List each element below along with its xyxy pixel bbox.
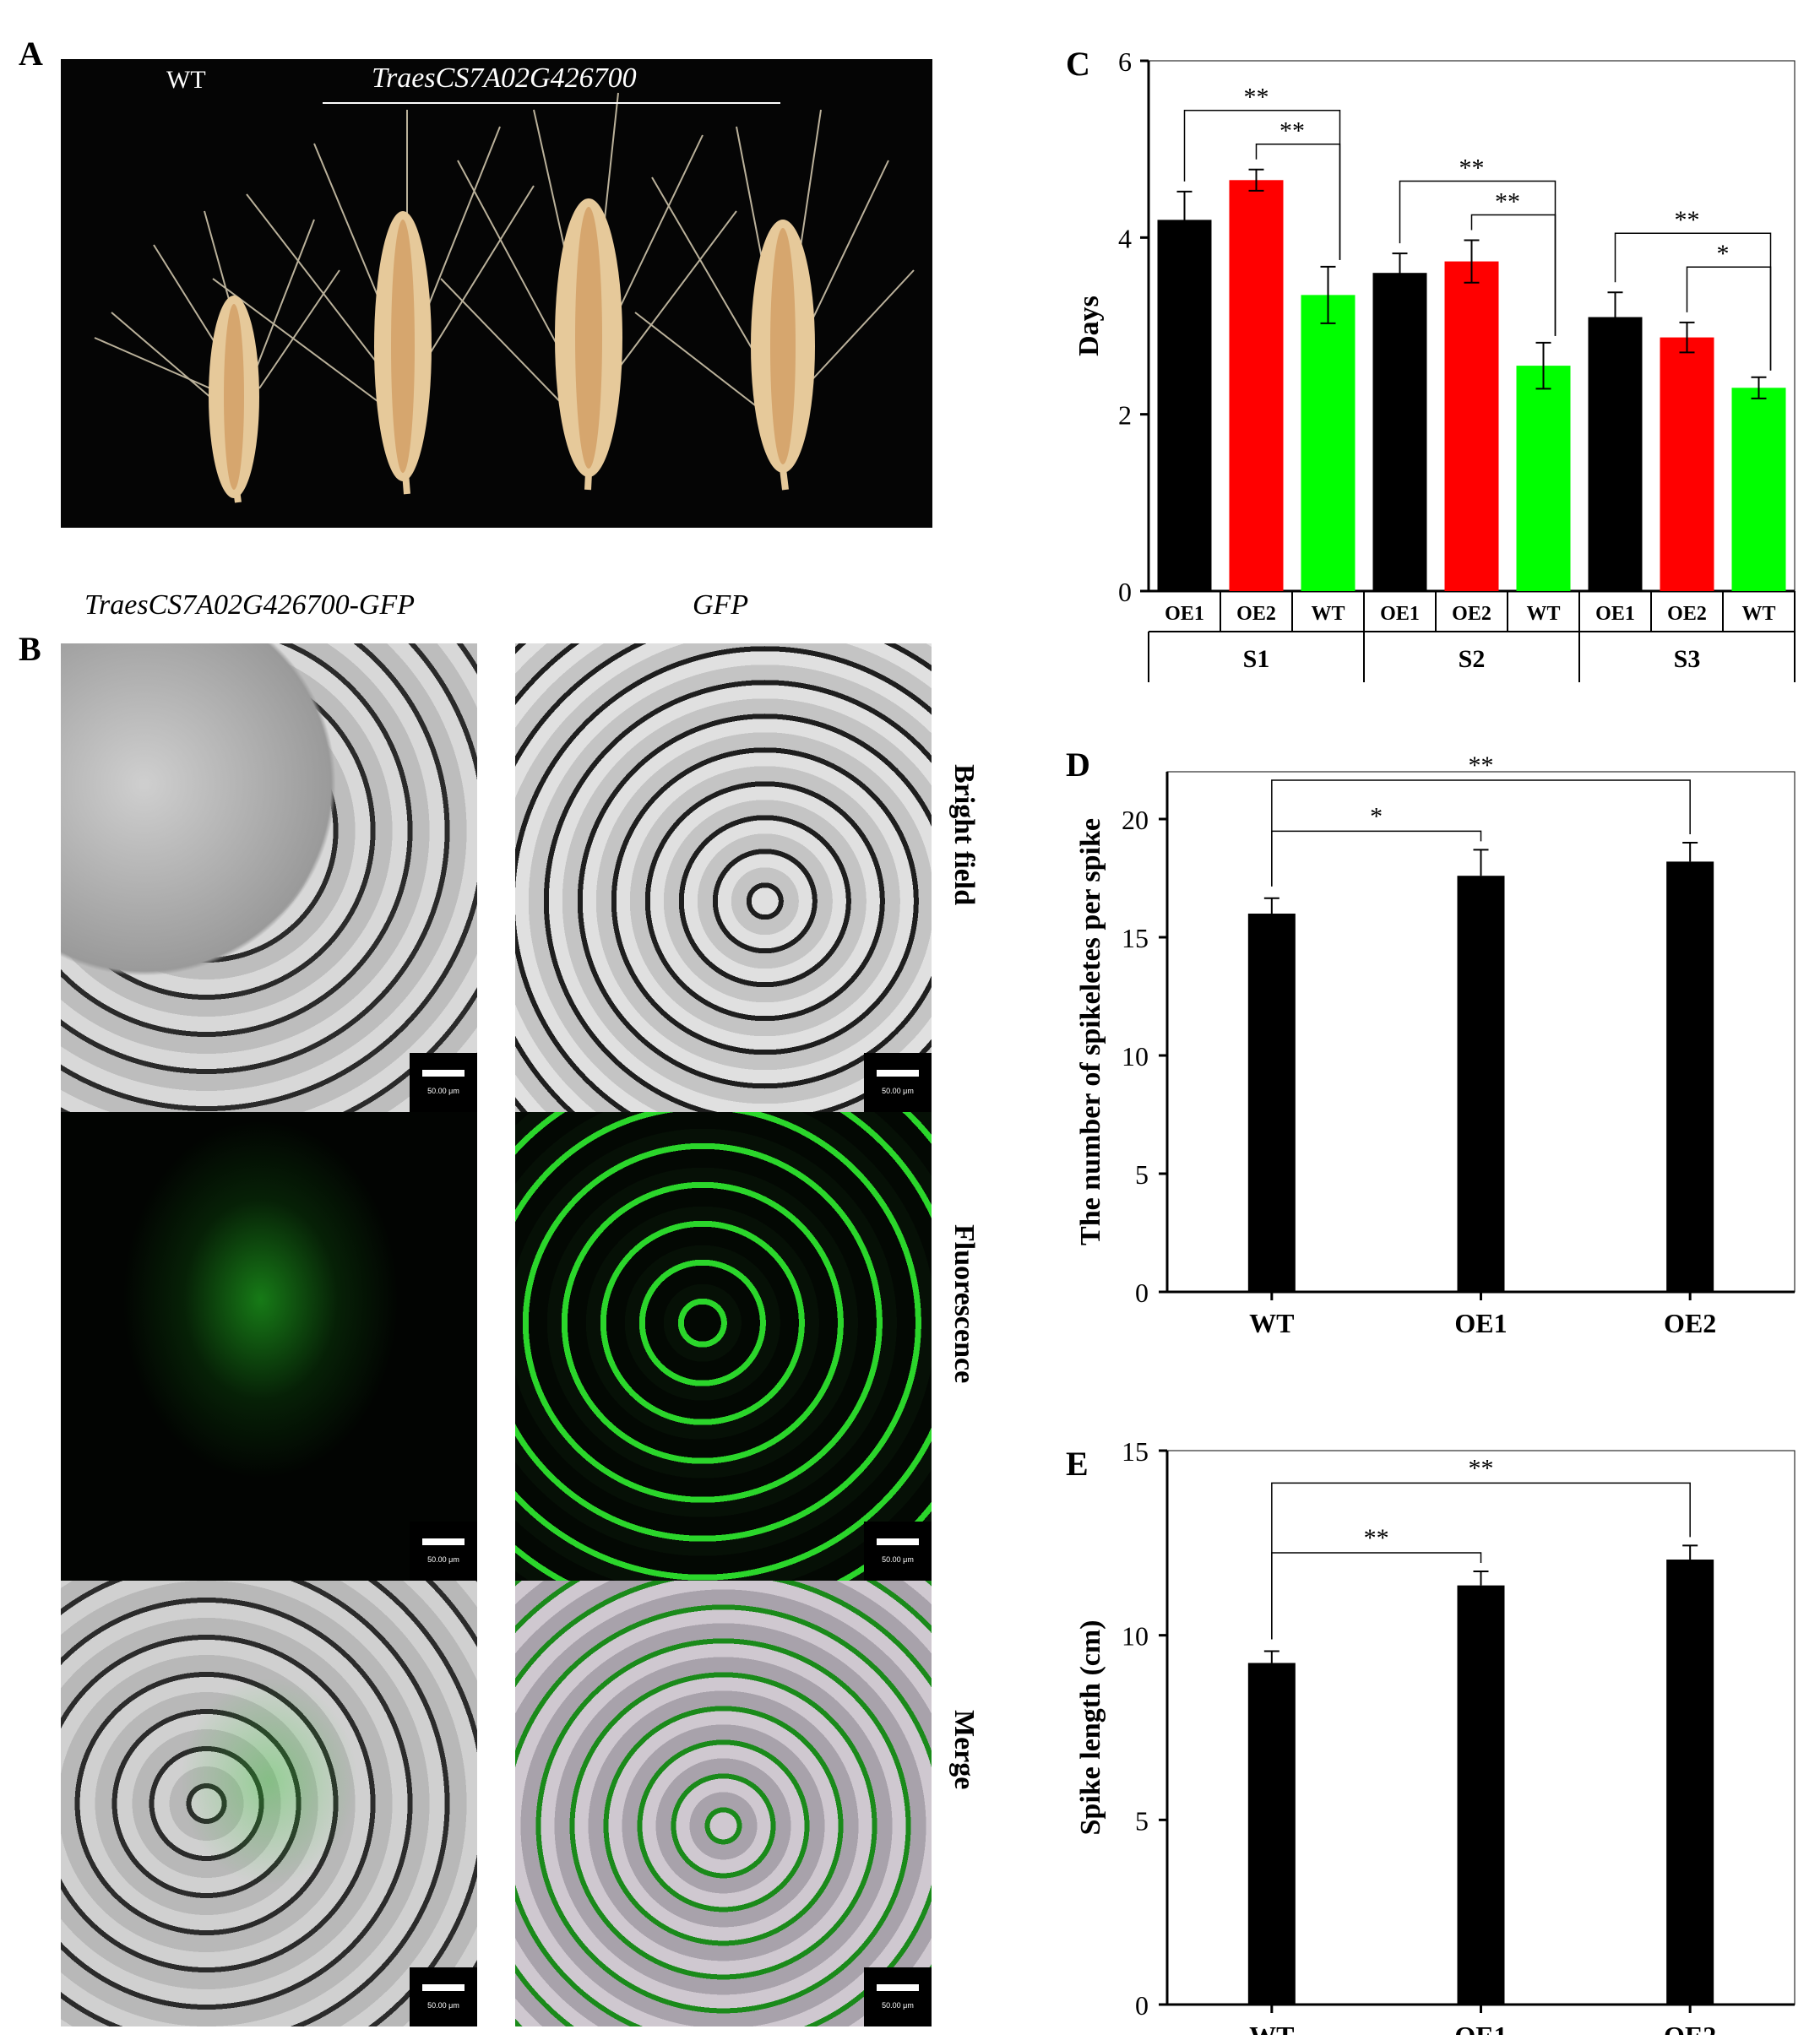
chart-e: 0 5 10 15 Spike length (cm) WT OE1 OE2 ** ** bbox=[1075, 1436, 1796, 2035]
merge-gfp-image: 50.00 μm bbox=[515, 1581, 932, 2026]
wheat-spikes-illustration bbox=[94, 92, 915, 503]
significance-label: ** bbox=[1469, 1454, 1494, 1482]
bar bbox=[1516, 366, 1571, 591]
bar bbox=[1157, 220, 1212, 591]
panel-c-label: C bbox=[1066, 45, 1090, 83]
significance-bracket bbox=[1271, 779, 1691, 887]
bar bbox=[1457, 876, 1505, 1292]
row-label-fluorescence: Fluorescence bbox=[948, 1224, 980, 1384]
subcategory-label: OE2 bbox=[1452, 603, 1491, 625]
significance-label: * bbox=[1370, 802, 1383, 830]
bar bbox=[1247, 1663, 1296, 2005]
y-tick-label: 2 bbox=[1118, 400, 1132, 431]
group-label: S3 bbox=[1674, 645, 1701, 673]
subcategory-label: WT bbox=[1311, 603, 1345, 625]
row-label-merge: Merge bbox=[948, 1710, 980, 1790]
x-tick-label: WT bbox=[1249, 1308, 1294, 1338]
y-tick-label: 15 bbox=[1122, 1436, 1149, 1467]
x-tick-label: OE1 bbox=[1454, 2021, 1507, 2035]
significance-label: ** bbox=[1675, 206, 1700, 234]
subcategory-label: OE2 bbox=[1236, 603, 1276, 625]
group-label: S2 bbox=[1459, 645, 1486, 673]
y-axis-label: Spike length (cm) bbox=[1075, 1620, 1106, 1836]
significance-label: ** bbox=[1459, 154, 1485, 182]
wt-label: WT bbox=[166, 66, 206, 94]
significance-bracket bbox=[1470, 214, 1557, 336]
panel-d-label: D bbox=[1066, 746, 1090, 784]
subcategory-label: OE1 bbox=[1380, 603, 1420, 625]
col1-title: TraesCS7A02G426700-GFP bbox=[84, 589, 415, 621]
wheat-spikes-photo: WT TraesCS7A02G426700 bbox=[61, 59, 932, 528]
bar bbox=[1666, 1560, 1714, 2005]
significance-bracket bbox=[1271, 830, 1482, 887]
scale-bar: 50.00 μm bbox=[410, 1053, 477, 1112]
bar bbox=[1457, 1585, 1505, 2005]
bar bbox=[1247, 914, 1296, 1292]
significance-label: ** bbox=[1279, 117, 1305, 145]
x-tick-label: OE2 bbox=[1664, 1308, 1716, 1338]
significance-label: ** bbox=[1469, 751, 1494, 779]
row-label-bright-field: Bright field bbox=[948, 764, 980, 906]
x-tick-label: WT bbox=[1249, 2021, 1294, 2035]
chart-d: 0 5 10 15 20 The number of spikeletes per spi… bbox=[1075, 751, 1796, 1338]
gene-label: TraesCS7A02G426700 bbox=[372, 62, 637, 94]
significance-label: * bbox=[1717, 240, 1730, 268]
significance-label: ** bbox=[1244, 84, 1269, 111]
y-tick-label: 0 bbox=[1118, 577, 1132, 607]
scale-bar: 50.00 μm bbox=[864, 1967, 932, 2026]
x-tick-label: OE2 bbox=[1664, 2021, 1716, 2035]
panel-a-label: A bbox=[19, 35, 43, 73]
col2-title: GFP bbox=[693, 589, 749, 621]
y-tick-label: 0 bbox=[1135, 1278, 1149, 1308]
bar bbox=[1372, 273, 1427, 591]
bar bbox=[1666, 861, 1714, 1292]
y-axis-label: The number of spikeletes per spike bbox=[1075, 818, 1106, 1245]
panel-e-label: E bbox=[1066, 1445, 1089, 1483]
y-tick-label: 5 bbox=[1135, 1159, 1149, 1190]
bar bbox=[1301, 295, 1355, 591]
bar bbox=[1731, 388, 1786, 591]
subcategory-label: WT bbox=[1526, 603, 1560, 625]
significance-label: ** bbox=[1364, 1524, 1389, 1552]
panel-b-label: B bbox=[19, 630, 41, 668]
y-tick-label: 0 bbox=[1135, 1990, 1149, 2021]
y-axis-label: Days bbox=[1073, 296, 1105, 356]
merge-fusion-image: 50.00 μm bbox=[61, 1581, 477, 2026]
fluorescence-fusion-image: 50.00 μm bbox=[61, 1112, 477, 1581]
significance-bracket bbox=[1255, 143, 1341, 260]
y-tick-label: 15 bbox=[1122, 923, 1149, 953]
y-tick-label: 6 bbox=[1118, 46, 1132, 77]
y-tick-label: 5 bbox=[1135, 1805, 1149, 1836]
bright-field-fusion-image: 50.00 μm bbox=[61, 643, 477, 1112]
fluorescence-gfp-image: 50.00 μm bbox=[515, 1112, 932, 1581]
subcategory-label: OE2 bbox=[1667, 603, 1707, 625]
scale-bar: 50.00 μm bbox=[410, 1522, 477, 1581]
bar bbox=[1444, 261, 1499, 591]
y-tick-label: 10 bbox=[1122, 1041, 1149, 1072]
chart-c: 0 2 4 6 Days S1 OE1 OE2 WT ** ** S2 OE1 OE2 WT ** ** S3 OE… bbox=[1073, 46, 1796, 682]
significance-bracket bbox=[1271, 1552, 1482, 1640]
subcategory-label: WT bbox=[1741, 603, 1775, 625]
significance-bracket bbox=[1686, 266, 1772, 371]
bar bbox=[1660, 337, 1714, 591]
subcategory-label: OE1 bbox=[1595, 603, 1635, 625]
scale-bar: 50.00 μm bbox=[864, 1522, 932, 1581]
x-tick-label: OE1 bbox=[1454, 1308, 1507, 1338]
subcategory-label: OE1 bbox=[1165, 603, 1204, 625]
y-tick-label: 20 bbox=[1122, 805, 1149, 835]
significance-bracket bbox=[1271, 1482, 1691, 1640]
bar bbox=[1229, 180, 1284, 592]
y-tick-label: 10 bbox=[1122, 1621, 1149, 1652]
scale-bar: 50.00 μm bbox=[864, 1053, 932, 1112]
bar bbox=[1588, 317, 1643, 591]
group-label: S1 bbox=[1243, 645, 1270, 673]
scale-bar: 50.00 μm bbox=[410, 1967, 477, 2026]
bright-field-gfp-image: 50.00 μm bbox=[515, 643, 932, 1112]
y-tick-label: 4 bbox=[1118, 223, 1132, 253]
significance-label: ** bbox=[1495, 187, 1520, 215]
